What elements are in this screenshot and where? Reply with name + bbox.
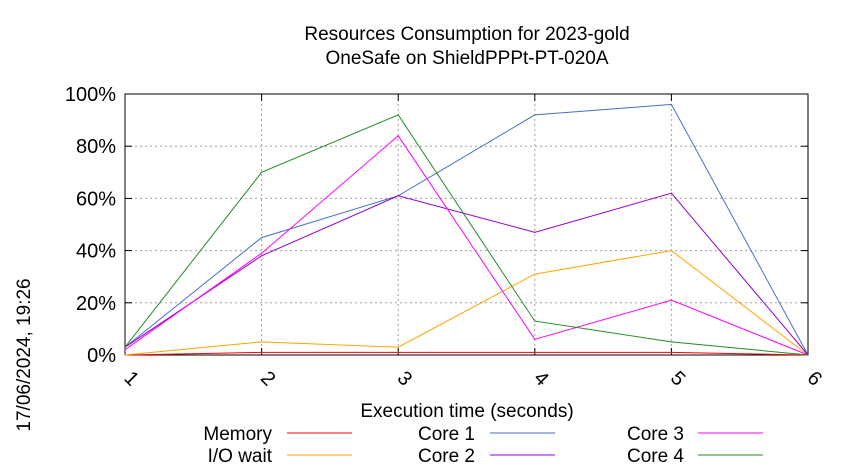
legend-label-core-4: Core 4 [627, 446, 684, 467]
legend-label-core-1: Core 1 [418, 424, 475, 445]
grid [125, 94, 808, 355]
data-point-core-4 [261, 171, 263, 173]
chart-subtitle: OneSafe on ShieldPPPt-PT-020A [325, 48, 608, 69]
x-tick-label: 4 [529, 367, 552, 390]
data-point-i-o-wait [397, 346, 399, 348]
series-lines [124, 103, 809, 356]
x-tick-label: 3 [393, 367, 416, 390]
data-point-core-4 [807, 354, 809, 356]
y-tick-label: 80% [76, 136, 116, 158]
legend-label-i-o-wait: I/O wait [208, 446, 273, 467]
plot-frame [124, 93, 809, 356]
data-point-i-o-wait [261, 341, 263, 343]
data-point-i-o-wait [124, 354, 126, 356]
data-point-core-1 [670, 103, 673, 106]
data-point-core-2 [534, 231, 536, 233]
x-tick-label: 6 [803, 367, 826, 390]
series-line-i-o-wait [124, 250, 809, 356]
x-tick-label: 2 [256, 367, 279, 390]
series-line-core-3 [124, 135, 809, 356]
data-point-core-3 [397, 135, 399, 137]
y-tick-label: 20% [76, 293, 116, 315]
y-tick-label: 100% [65, 84, 116, 106]
y-tick-label: 0% [87, 345, 116, 367]
data-point-memory [261, 351, 263, 353]
data-point-core-2 [670, 192, 673, 194]
y-tick-label: 60% [76, 188, 116, 210]
x-tick-label: 1 [120, 367, 143, 390]
timestamp-label: 17/06/2024, 19:26 [14, 278, 35, 431]
data-point-i-o-wait [670, 250, 673, 252]
data-point-core-3 [534, 338, 536, 340]
data-point-core-3 [261, 252, 263, 254]
legend-label-core-2: Core 2 [418, 446, 475, 467]
data-point-core-4 [124, 346, 126, 348]
legend-label-core-3: Core 3 [627, 424, 684, 445]
series-line-core-1 [124, 103, 809, 356]
series-line-core-2 [124, 192, 809, 356]
axis-ticks: 0% 20% 40% 60% 80% 100% 1 2 3 4 5 6 [65, 84, 826, 390]
data-point-core-3 [124, 349, 126, 351]
x-axis-label: Execution time (seconds) [360, 401, 573, 422]
data-point-core-1 [534, 114, 536, 116]
data-point-memory [534, 351, 536, 353]
data-point-core-2 [397, 195, 399, 197]
data-point-core-4 [670, 341, 673, 343]
data-point-core-4 [534, 320, 536, 322]
data-point-core-3 [670, 299, 673, 301]
series-line-core-4 [124, 114, 809, 356]
data-point-core-1 [261, 236, 263, 239]
data-point-core-2 [261, 255, 263, 257]
y-tick-label: 40% [76, 241, 116, 263]
chart-title: Resources Consumption for 2023-gold [304, 24, 629, 45]
legend-label-memory: Memory [203, 424, 272, 445]
data-point-memory [397, 351, 399, 353]
data-point-memory [670, 351, 673, 353]
series-line-memory [124, 351, 809, 356]
data-point-i-o-wait [534, 273, 536, 275]
data-point-core-4 [397, 114, 399, 116]
x-tick-label: 5 [666, 367, 689, 390]
